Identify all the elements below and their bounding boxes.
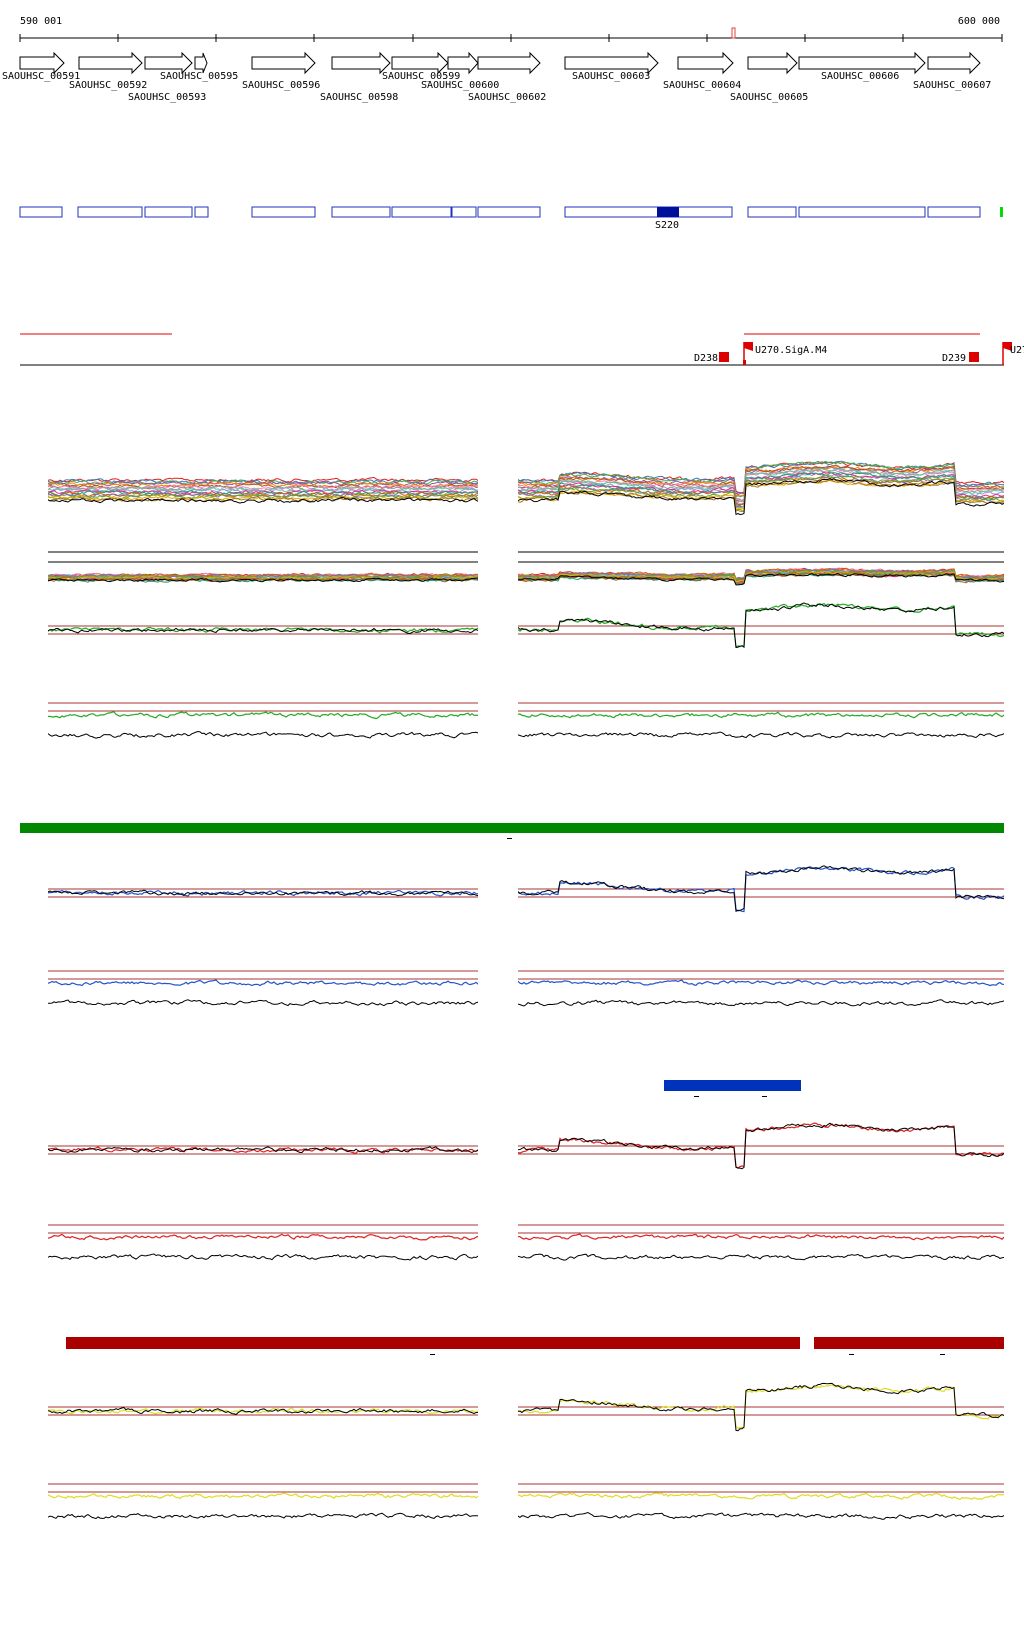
segment-box[interactable]: [391, 206, 452, 218]
gene-label-00605[interactable]: SAOUHSC_00605: [730, 92, 808, 103]
promoter-label-clipped: U27: [1010, 345, 1024, 356]
gene-label-00593[interactable]: SAOUHSC_00593: [128, 92, 206, 103]
multitrack-line-2: [48, 567, 1004, 581]
green-trace: [48, 602, 1004, 648]
gene-track: SAOUHSC_00591 SAOUHSC_00592 SAOUHSC_0059…: [2, 51, 991, 103]
gene-arrow-saouhsc_00599[interactable]: [391, 51, 449, 75]
regulatory-track: D238 D239 U270.SigA.M4 U27: [20, 333, 1024, 366]
gene-arrow-saouhsc_00595[interactable]: [194, 52, 208, 74]
gene-arrow-saouhsc_00598[interactable]: [331, 51, 391, 75]
blue-pair-trace: [48, 979, 1004, 987]
gene-label-00599[interactable]: SAOUHSC_00599: [382, 71, 460, 82]
gene-label-00591[interactable]: SAOUHSC_00591: [2, 71, 80, 82]
green-pair-trace: [48, 711, 1004, 720]
gene-arrow-saouhsc_00603[interactable]: [564, 51, 659, 75]
segment-box[interactable]: [77, 206, 143, 218]
green-trace-black: [48, 602, 1004, 649]
gene-arrow-saouhsc_00605[interactable]: [747, 51, 798, 75]
segment-box[interactable]: [798, 206, 926, 218]
yellow-pair-trace-black: [48, 1511, 1004, 1520]
promoter-label: U270.SigA.M4: [755, 345, 827, 356]
gene-label-00604[interactable]: SAOUHSC_00604: [663, 80, 741, 91]
yellow-trace-black: [48, 1382, 1004, 1432]
gene-arrow-saouhsc_00602[interactable]: [477, 51, 541, 75]
red-pair-trace-black: [48, 1253, 1004, 1261]
gene-arrow-saouhsc_00607[interactable]: [927, 51, 981, 75]
darkred-bar-tick-2: [849, 1354, 854, 1355]
gene-label-00603[interactable]: SAOUHSC_00603: [572, 71, 650, 82]
segment-label-s220: S220: [655, 220, 679, 231]
multitrack-line-1: [48, 465, 1004, 495]
red-pair-trace: [48, 1233, 1004, 1241]
gene-arrow-saouhsc_00591[interactable]: [19, 51, 65, 75]
gene-arrow-saouhsc_00593[interactable]: [144, 51, 193, 75]
blue-bar-tick-2: [762, 1096, 767, 1097]
blue-pair-trace-black: [48, 999, 1004, 1007]
terminator-label-d238: D238: [694, 353, 718, 364]
promoter-u270[interactable]: [743, 342, 753, 365]
expression-tracks: [48, 460, 1004, 1520]
green-bar-tick: [507, 838, 512, 839]
gene-label-00592[interactable]: SAOUHSC_00592: [69, 80, 147, 91]
segment-edge-marker: [1000, 207, 1003, 217]
blue-trace-black: [48, 865, 1004, 913]
segment-box[interactable]: [451, 206, 477, 218]
coordinate-ruler: 590 001 600 000: [19, 16, 1003, 42]
green-pair-trace-black: [48, 730, 1004, 739]
terminator-d238[interactable]: [719, 352, 729, 362]
multitrack-line-1: [48, 474, 1004, 513]
segment-track: S220: [19, 206, 1003, 231]
segment-box[interactable]: [747, 206, 797, 218]
gene-label-00602[interactable]: SAOUHSC_00602: [468, 92, 546, 103]
segment-box[interactable]: [331, 206, 391, 218]
multitrack-line-1: [48, 469, 1004, 501]
segment-box[interactable]: [927, 206, 981, 218]
segment-s220[interactable]: [657, 207, 679, 217]
ruler-highlight: [731, 27, 736, 39]
gene-label-00607[interactable]: SAOUHSC_00607: [913, 80, 991, 91]
segment-box[interactable]: [19, 206, 63, 218]
promoter-u27[interactable]: [1002, 342, 1012, 365]
gene-arrow-saouhsc_00592[interactable]: [78, 51, 143, 75]
darkred-bar-tick-3: [940, 1354, 945, 1355]
gene-arrow-saouhsc_00600[interactable]: [447, 51, 479, 75]
blue-summary-bar[interactable]: [664, 1080, 801, 1091]
ruler-ticks: [19, 34, 1003, 42]
multitrack-line-2: [48, 572, 1004, 586]
gene-label-00598[interactable]: SAOUHSC_00598: [320, 92, 398, 103]
segment-box[interactable]: [251, 206, 316, 218]
terminator-d239[interactable]: [969, 352, 979, 362]
gene-label-00595[interactable]: SAOUHSC_00595: [160, 71, 238, 82]
gene-label-00596[interactable]: SAOUHSC_00596: [242, 80, 320, 91]
segment-box[interactable]: [564, 206, 733, 218]
segment-box[interactable]: [477, 206, 541, 218]
gene-arrow-saouhsc_00596[interactable]: [251, 51, 316, 75]
gene-arrow-saouhsc_00604[interactable]: [677, 51, 734, 75]
start-coordinate: 590 001: [20, 16, 62, 27]
terminator-label-d239: D239: [942, 353, 966, 364]
gene-arrow-saouhsc_00606[interactable]: [798, 51, 926, 75]
red-trace-black: [48, 1122, 1004, 1170]
darkred-bar-tick-1: [430, 1354, 435, 1355]
gene-label-00606[interactable]: SAOUHSC_00606: [821, 71, 899, 82]
darkred-summary-bar-2[interactable]: [814, 1337, 1004, 1349]
yellow-pair-trace: [48, 1492, 1004, 1500]
multitrack-line-1: [48, 460, 1004, 498]
end-coordinate: 600 000: [958, 16, 1000, 27]
blue-bar-tick-1: [694, 1096, 699, 1097]
segment-box[interactable]: [194, 206, 209, 218]
multitrack-line-1: [48, 478, 1004, 516]
segment-box[interactable]: [144, 206, 193, 218]
gene-label-00600[interactable]: SAOUHSC_00600: [421, 80, 499, 91]
darkred-summary-bar-1[interactable]: [66, 1337, 800, 1349]
green-summary-bar[interactable]: [20, 823, 1004, 833]
